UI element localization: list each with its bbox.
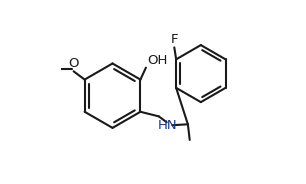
- Text: F: F: [170, 33, 178, 46]
- Text: OH: OH: [147, 54, 167, 67]
- Text: HN: HN: [158, 119, 177, 132]
- Text: O: O: [68, 57, 79, 70]
